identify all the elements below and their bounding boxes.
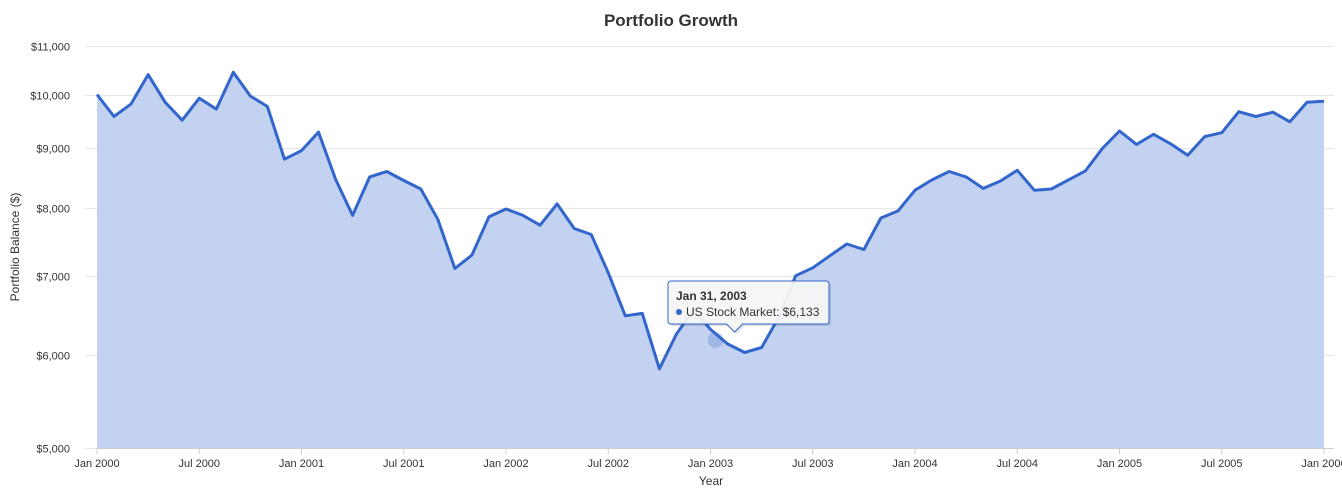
y-tick-label: $10,000	[30, 91, 70, 103]
y-axis-ticks: $5,000 $6,000 $7,000 $8,000 $9,000 $10,000 $11…	[30, 42, 70, 456]
x-tick-label: Jul 2003	[792, 458, 834, 470]
x-tick-label: Jan 2006	[1301, 458, 1342, 470]
tooltip: Jan 31, 2003 US Stock Market: $6,133	[667, 280, 831, 348]
x-tick-label: Jan 2002	[483, 458, 528, 470]
series-area	[95, 70, 1325, 448]
x-tick-label: Jan 2005	[1097, 458, 1142, 470]
x-tick-label: Jul 2005	[1201, 458, 1243, 470]
x-axis-title: Year	[699, 474, 723, 488]
x-tick-label: Jan 2001	[279, 458, 324, 470]
tooltip-box	[667, 280, 830, 333]
x-tick-label: Jul 2004	[996, 458, 1038, 470]
tooltip-date: Jan 31, 2003	[676, 289, 747, 303]
y-axis-title: Portfolio Balance ($)	[8, 193, 22, 302]
x-tick-label: Jul 2002	[587, 458, 629, 470]
x-tick-label: Jul 2001	[383, 458, 425, 470]
x-tick-label: Jan 2004	[892, 458, 937, 470]
y-tick-label: $7,000	[36, 272, 70, 284]
tooltip-series-name: US Stock Market	[686, 305, 777, 319]
tooltip-series-dot	[676, 309, 682, 315]
x-axis-ticks: Jan 2000 Jul 2000 Jan 2001 Jul 2001 Jan 2002…	[74, 448, 1342, 470]
y-tick-label: $11,000	[31, 42, 70, 54]
series-line	[95, 70, 1325, 371]
y-tick-label: $9,000	[36, 144, 70, 156]
series-area-fill	[97, 72, 1324, 448]
tooltip-series-text: US Stock Market: $6,133	[686, 305, 820, 319]
x-tick-label: Jan 2003	[688, 458, 733, 470]
hover-marker	[707, 331, 724, 348]
x-tick-label: Jan 2000	[74, 458, 119, 470]
chart-title: Portfolio Growth	[604, 11, 738, 30]
tooltip-separator: :	[776, 305, 783, 319]
y-tick-label: $5,000	[36, 444, 70, 456]
y-tick-label: $8,000	[36, 204, 70, 216]
y-tick-label: $6,000	[36, 351, 70, 363]
x-tick-label: Jul 2000	[178, 458, 220, 470]
tooltip-value: $6,133	[783, 305, 820, 319]
